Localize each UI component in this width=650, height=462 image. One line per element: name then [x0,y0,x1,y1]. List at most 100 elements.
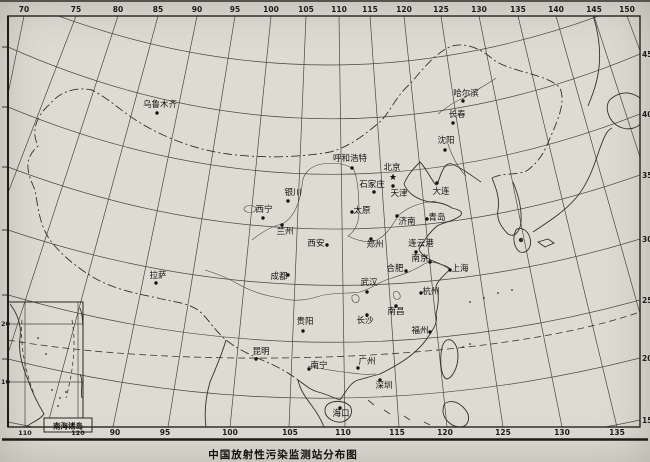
city-label: 杭州 [422,286,439,297]
city-label: 长沙 [356,315,374,326]
hokkaido-island [606,92,640,130]
indochina-coastline [204,339,227,427]
city-label: 南宁 [310,360,327,371]
city-marker [369,237,373,241]
city-marker [280,223,284,227]
city-label: 福州 [411,325,428,336]
yangtze-river [204,262,450,301]
graticule [8,16,640,427]
city-label: 太原 [353,205,370,216]
city-marker [378,378,382,382]
longitude-label: 105 [282,428,298,437]
top-longitude-labels: 70 75 80 85 90 95 100 105 110 115 120 125 130 135 140 1… [19,5,635,14]
map-title: 中国放射性污染监测站分布图 [208,448,358,461]
city-label: 北京 [383,162,400,173]
city-marker [414,250,418,254]
left-edge-ticks [2,46,8,360]
city-label: 武汉 [360,277,378,288]
honshu-coastline [532,127,613,233]
latitude-label: 20 [642,354,650,363]
longitude-label: 145 [586,5,602,14]
city-marker [425,217,429,221]
city-marker [394,304,398,308]
longitude-label: 105 [298,5,314,14]
longitude-label: 75 [71,5,81,14]
tropic-of-cancer-line [8,311,640,359]
longitude-label: 135 [609,428,625,437]
city-label: 天津 [390,188,408,199]
right-latitude-labels: 45 40 35 30 25 20 15 [642,50,650,425]
city-label: 合肥 [386,263,404,274]
city-label: 西安 [307,238,324,249]
city-label: 西宁 [255,204,272,215]
city-marker [301,329,305,333]
city-marker [428,330,432,334]
songhua-river [437,77,497,115]
city-label: 南昌 [387,306,404,317]
kyushu-island [513,227,531,253]
city-marker [254,357,258,361]
city-marker [350,210,354,214]
city-marker [155,111,159,115]
inset-label-box [43,417,93,433]
geography [27,16,640,427]
city-label: 长春 [448,109,466,120]
city-marker [356,366,360,370]
longitude-label: 120 [437,428,453,437]
city-marker [365,313,369,317]
city-marker [435,181,439,185]
city-marker [448,268,452,272]
latitude-label: 25 [642,296,650,305]
inset-label: 南海诸岛 [53,421,83,431]
city-label: 深圳 [375,380,392,391]
poyang-lake [393,291,401,300]
longitude-label: 125 [433,5,449,14]
city-label: 济南 [398,216,415,227]
city-marker [372,190,376,194]
city-marker [154,281,158,285]
city-marker [461,99,465,103]
longitude-label: 150 [619,5,635,14]
city-label: 呼和浩特 [333,153,368,164]
inset-longitude-label: 110 [18,429,32,437]
city-marker [261,216,265,220]
longitude-label: 115 [389,428,405,437]
longitude-label: 125 [495,428,511,437]
longitude-label: 80 [113,5,123,14]
yellow-river [251,162,437,243]
korea-coastline [491,177,522,236]
city-marker [443,148,447,152]
city-label: 哈尔滨 [453,88,479,99]
city-marker [391,184,395,188]
city-marker [419,291,423,295]
city-label: 贵阳 [296,316,313,327]
latitude-label: 45 [642,50,650,59]
city-label: 银川 [284,187,301,198]
city-label: 沈阳 [437,135,454,146]
hainan-island [324,400,353,423]
china-border-line [27,44,563,381]
longitude-label: 135 [510,5,526,14]
city-label: 拉萨 [149,270,167,281]
vietnam-coastline [297,379,325,427]
longitude-label: 120 [396,5,412,14]
luzon-island [442,401,469,427]
qinghai-lake [243,205,257,213]
longitude-label: 100 [222,428,238,437]
city-marker [338,406,342,410]
longitude-label: 130 [471,5,487,14]
south-china-sea-inset: 南海诸岛 [8,301,93,433]
inset-latitude-label: 20 [1,320,11,328]
city-marker [307,367,311,371]
longitude-label: 110 [335,428,351,437]
inset-longitude-label: 120 [71,429,85,437]
city-marker [404,269,408,273]
city-label: 海口 [332,408,349,419]
city-label: 成都 [270,271,288,282]
city-label: 乌鲁木齐 [143,99,178,110]
taiwan-island [440,339,459,380]
